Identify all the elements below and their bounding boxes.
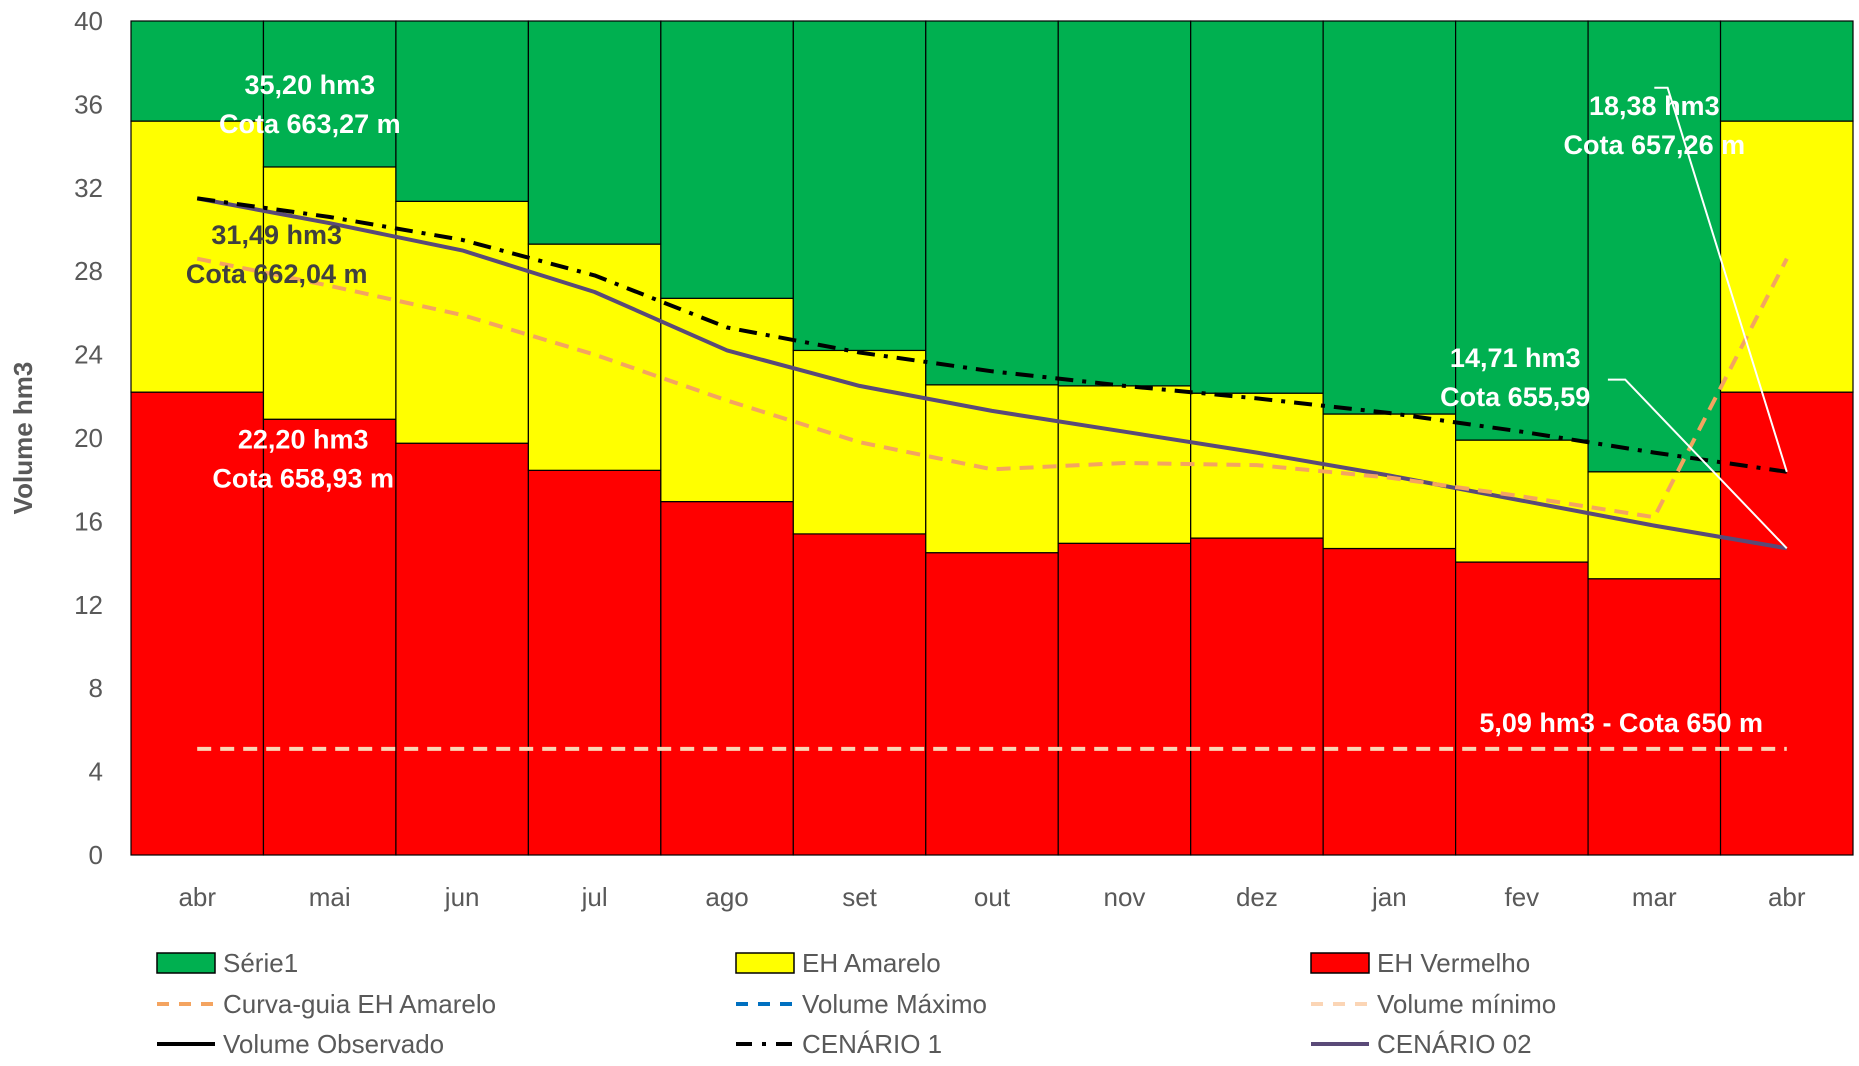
- lines-layer: [196, 196, 1789, 751]
- bar-s-rie1-8: [1190, 20, 1324, 394]
- data-annotation: 31,49 hm3 Cota 662,04 m: [186, 220, 368, 289]
- legend-label: Volume Observado: [223, 1029, 444, 1059]
- y-axis-label: Volume hm3: [8, 362, 38, 515]
- y-tick-label: 4: [89, 757, 103, 787]
- bar-eh-vermelho-8: [1190, 537, 1324, 856]
- bar-s-rie1-10: [1455, 20, 1589, 441]
- y-tick-label: 28: [74, 256, 103, 286]
- legend-label: Volume Máximo: [802, 989, 987, 1019]
- bar-eh-vermelho-11: [1587, 578, 1722, 856]
- legend-label: Volume mínimo: [1377, 989, 1556, 1019]
- x-tick-label: mar: [1632, 882, 1677, 912]
- y-tick-label: 0: [89, 840, 103, 870]
- bar-eh-vermelho-4: [660, 500, 794, 856]
- legend-label: Curva-guia EH Amarelo: [223, 989, 496, 1019]
- x-tick-label: jun: [444, 882, 480, 912]
- bar-s-rie1-5: [792, 20, 927, 352]
- bar-s-rie1-3: [527, 20, 662, 245]
- data-annotation: 35,20 hm3 Cota 663,27 m: [219, 70, 401, 139]
- bar-eh-vermelho-7: [1057, 542, 1192, 856]
- legend-swatch: [735, 952, 795, 974]
- bar-eh-vermelho-12: [1719, 391, 1854, 856]
- y-tick-label: 40: [74, 6, 103, 36]
- bar-eh-amarelo-2: [395, 200, 529, 444]
- bar-s-rie1-4: [660, 20, 794, 299]
- x-tick-label: fev: [1505, 882, 1540, 912]
- legend-swatch: [1310, 952, 1370, 974]
- bar-eh-vermelho-3: [527, 469, 662, 856]
- legend: Série1 EH Amarelo EH Vermelho Curva-guia EH…: [156, 948, 1556, 1059]
- x-tick-label: mai: [309, 882, 351, 912]
- y-tick-label: 32: [74, 173, 103, 203]
- legend-label: Série1: [223, 948, 298, 978]
- bar-s-rie1-11: [1587, 20, 1722, 473]
- data-annotation: 22,20 hm3 Cota 658,93 m: [212, 424, 394, 493]
- x-tick-label: jul: [581, 882, 608, 912]
- x-tick-label: dez: [1236, 882, 1278, 912]
- legend-label: EH Amarelo: [802, 948, 941, 978]
- bar-eh-vermelho-10: [1455, 561, 1589, 856]
- legend-label: CENÁRIO 02: [1377, 1029, 1532, 1059]
- x-tick-label: out: [974, 882, 1011, 912]
- bar-s-rie1-1: [262, 20, 397, 168]
- y-tick-label: 24: [74, 340, 103, 370]
- annotation-line: Cota 657,26 m: [1564, 130, 1746, 160]
- bar-eh-amarelo-5: [792, 349, 927, 535]
- bar-eh-amarelo-9: [1322, 413, 1457, 550]
- bar-s-rie1-12: [1719, 20, 1854, 122]
- data-annotation: 18,38 hm3 Cota 657,26 m: [1564, 91, 1746, 160]
- bar-eh-amarelo-1: [262, 166, 397, 420]
- x-tick-label: abr: [1768, 882, 1806, 912]
- x-tick-label: ago: [705, 882, 748, 912]
- data-annotation: 5,09 hm3 - Cota 650 m: [1479, 708, 1763, 738]
- x-tick-label: nov: [1104, 882, 1146, 912]
- x-tick-label: abr: [178, 882, 216, 912]
- bar-eh-amarelo-0: [130, 120, 265, 393]
- annotation-line: 5,09 hm3 - Cota 650 m: [1479, 708, 1763, 738]
- bar-eh-vermelho-9: [1322, 547, 1457, 856]
- annotation-line: Cota 655,59: [1440, 382, 1590, 412]
- callout-line: [1607, 378, 1788, 549]
- line-cen-rio-02: [196, 196, 1788, 551]
- bars-layer: [130, 20, 1854, 856]
- bar-s-rie1-7: [1057, 20, 1192, 387]
- legend-label: EH Vermelho: [1377, 948, 1530, 978]
- annotation-line: 35,20 hm3: [245, 70, 376, 100]
- data-annotation: 14,71 hm3 Cota 655,59: [1440, 343, 1590, 412]
- y-tick-label: 36: [74, 89, 103, 119]
- bar-eh-vermelho-5: [792, 533, 927, 856]
- legend-label: CENÁRIO 1: [802, 1029, 942, 1059]
- line-cen-rio-1: [196, 196, 1788, 474]
- x-tick-label: set: [842, 882, 877, 912]
- y-tick-label: 12: [74, 590, 103, 620]
- annotation-line: Cota 663,27 m: [219, 109, 401, 139]
- y-tick-label: 8: [89, 673, 103, 703]
- annotations-layer: 35,20 hm3 Cota 663,27 m 31,49 hm3 Cota 662,…: [186, 70, 1788, 738]
- bar-s-rie1-2: [395, 20, 529, 202]
- y-tick-label: 16: [74, 506, 103, 536]
- annotation-line: 22,20 hm3: [238, 424, 369, 454]
- annotation-line: Cota 662,04 m: [186, 259, 368, 289]
- bar-eh-vermelho-1: [262, 418, 397, 856]
- annotation-line: 18,38 hm3: [1589, 91, 1720, 121]
- bar-s-rie1-0: [130, 20, 265, 122]
- callout-line: [1654, 86, 1788, 473]
- y-tick-label: 20: [74, 423, 103, 453]
- bar-eh-vermelho-6: [925, 552, 1059, 856]
- annotation-line: 14,71 hm3: [1450, 343, 1581, 373]
- annotation-line: 31,49 hm3: [211, 220, 342, 250]
- bar-eh-amarelo-12: [1719, 120, 1854, 393]
- bar-s-rie1-6: [925, 20, 1059, 386]
- bar-eh-vermelho-2: [395, 442, 529, 856]
- bar-s-rie1-9: [1322, 20, 1457, 415]
- annotation-line: Cota 658,93 m: [212, 463, 394, 493]
- bar-eh-vermelho-0: [130, 391, 265, 856]
- axes-layer: 0 4 8 12 16 20 24 28 32 36 40 Volume hm3 abr mai jun ju…: [8, 6, 1806, 912]
- x-tick-label: jan: [1371, 882, 1407, 912]
- legend-swatch: [156, 952, 216, 974]
